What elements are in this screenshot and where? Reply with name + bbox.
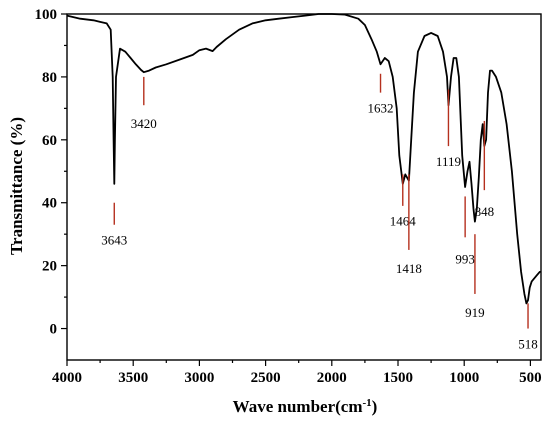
peak-label-1464: 1464 [390, 214, 417, 229]
x-tick-label-2500: 2500 [251, 370, 281, 386]
x-tick-label-4000: 4000 [52, 370, 82, 386]
peak-label-1418: 1418 [396, 261, 422, 276]
x-axis-title-sup: -1 [363, 397, 372, 409]
plot-frame [66, 13, 542, 361]
y-tick-label-60: 60 [42, 133, 57, 149]
peak-label-919: 919 [465, 305, 485, 320]
peak-label-1632: 1632 [368, 100, 394, 115]
x-tick-label-1000: 1000 [449, 370, 479, 386]
x-tick-label-500: 500 [519, 370, 542, 386]
y-tick-label-40: 40 [42, 196, 57, 212]
peak-label-993: 993 [455, 251, 475, 266]
y-tick-label-20: 20 [42, 259, 57, 275]
peak-annotations: 3643 3420 1632 1464 1418 1119 993 919 848 518 [101, 73, 538, 351]
peak-label-3420: 3420 [131, 116, 157, 131]
y-axis-ticks: 0 20 40 60 80 100 [35, 7, 67, 338]
x-axis-ticks: 4000 3500 3000 2500 2000 1500 1000 500 [52, 360, 542, 386]
x-tick-label-2000: 2000 [317, 370, 347, 386]
x-tick-label-3500: 3500 [118, 370, 148, 386]
peak-label-1119: 1119 [436, 154, 461, 169]
y-tick-label-0: 0 [50, 322, 58, 338]
peak-label-518: 518 [518, 336, 538, 351]
peak-label-848: 848 [475, 204, 495, 219]
x-tick-label-3000: 3000 [184, 370, 214, 386]
y-tick-label-80: 80 [42, 70, 57, 86]
y-axis-title: Transmittance (%) [7, 117, 26, 255]
x-axis-title-close: ) [372, 397, 378, 416]
x-axis-title: Wave number(cm-1) [233, 397, 378, 416]
y-tick-label-100: 100 [35, 7, 58, 23]
x-axis-title-main: Wave number(cm [233, 397, 363, 416]
peak-label-3643: 3643 [101, 232, 127, 247]
x-tick-label-1500: 1500 [383, 370, 413, 386]
